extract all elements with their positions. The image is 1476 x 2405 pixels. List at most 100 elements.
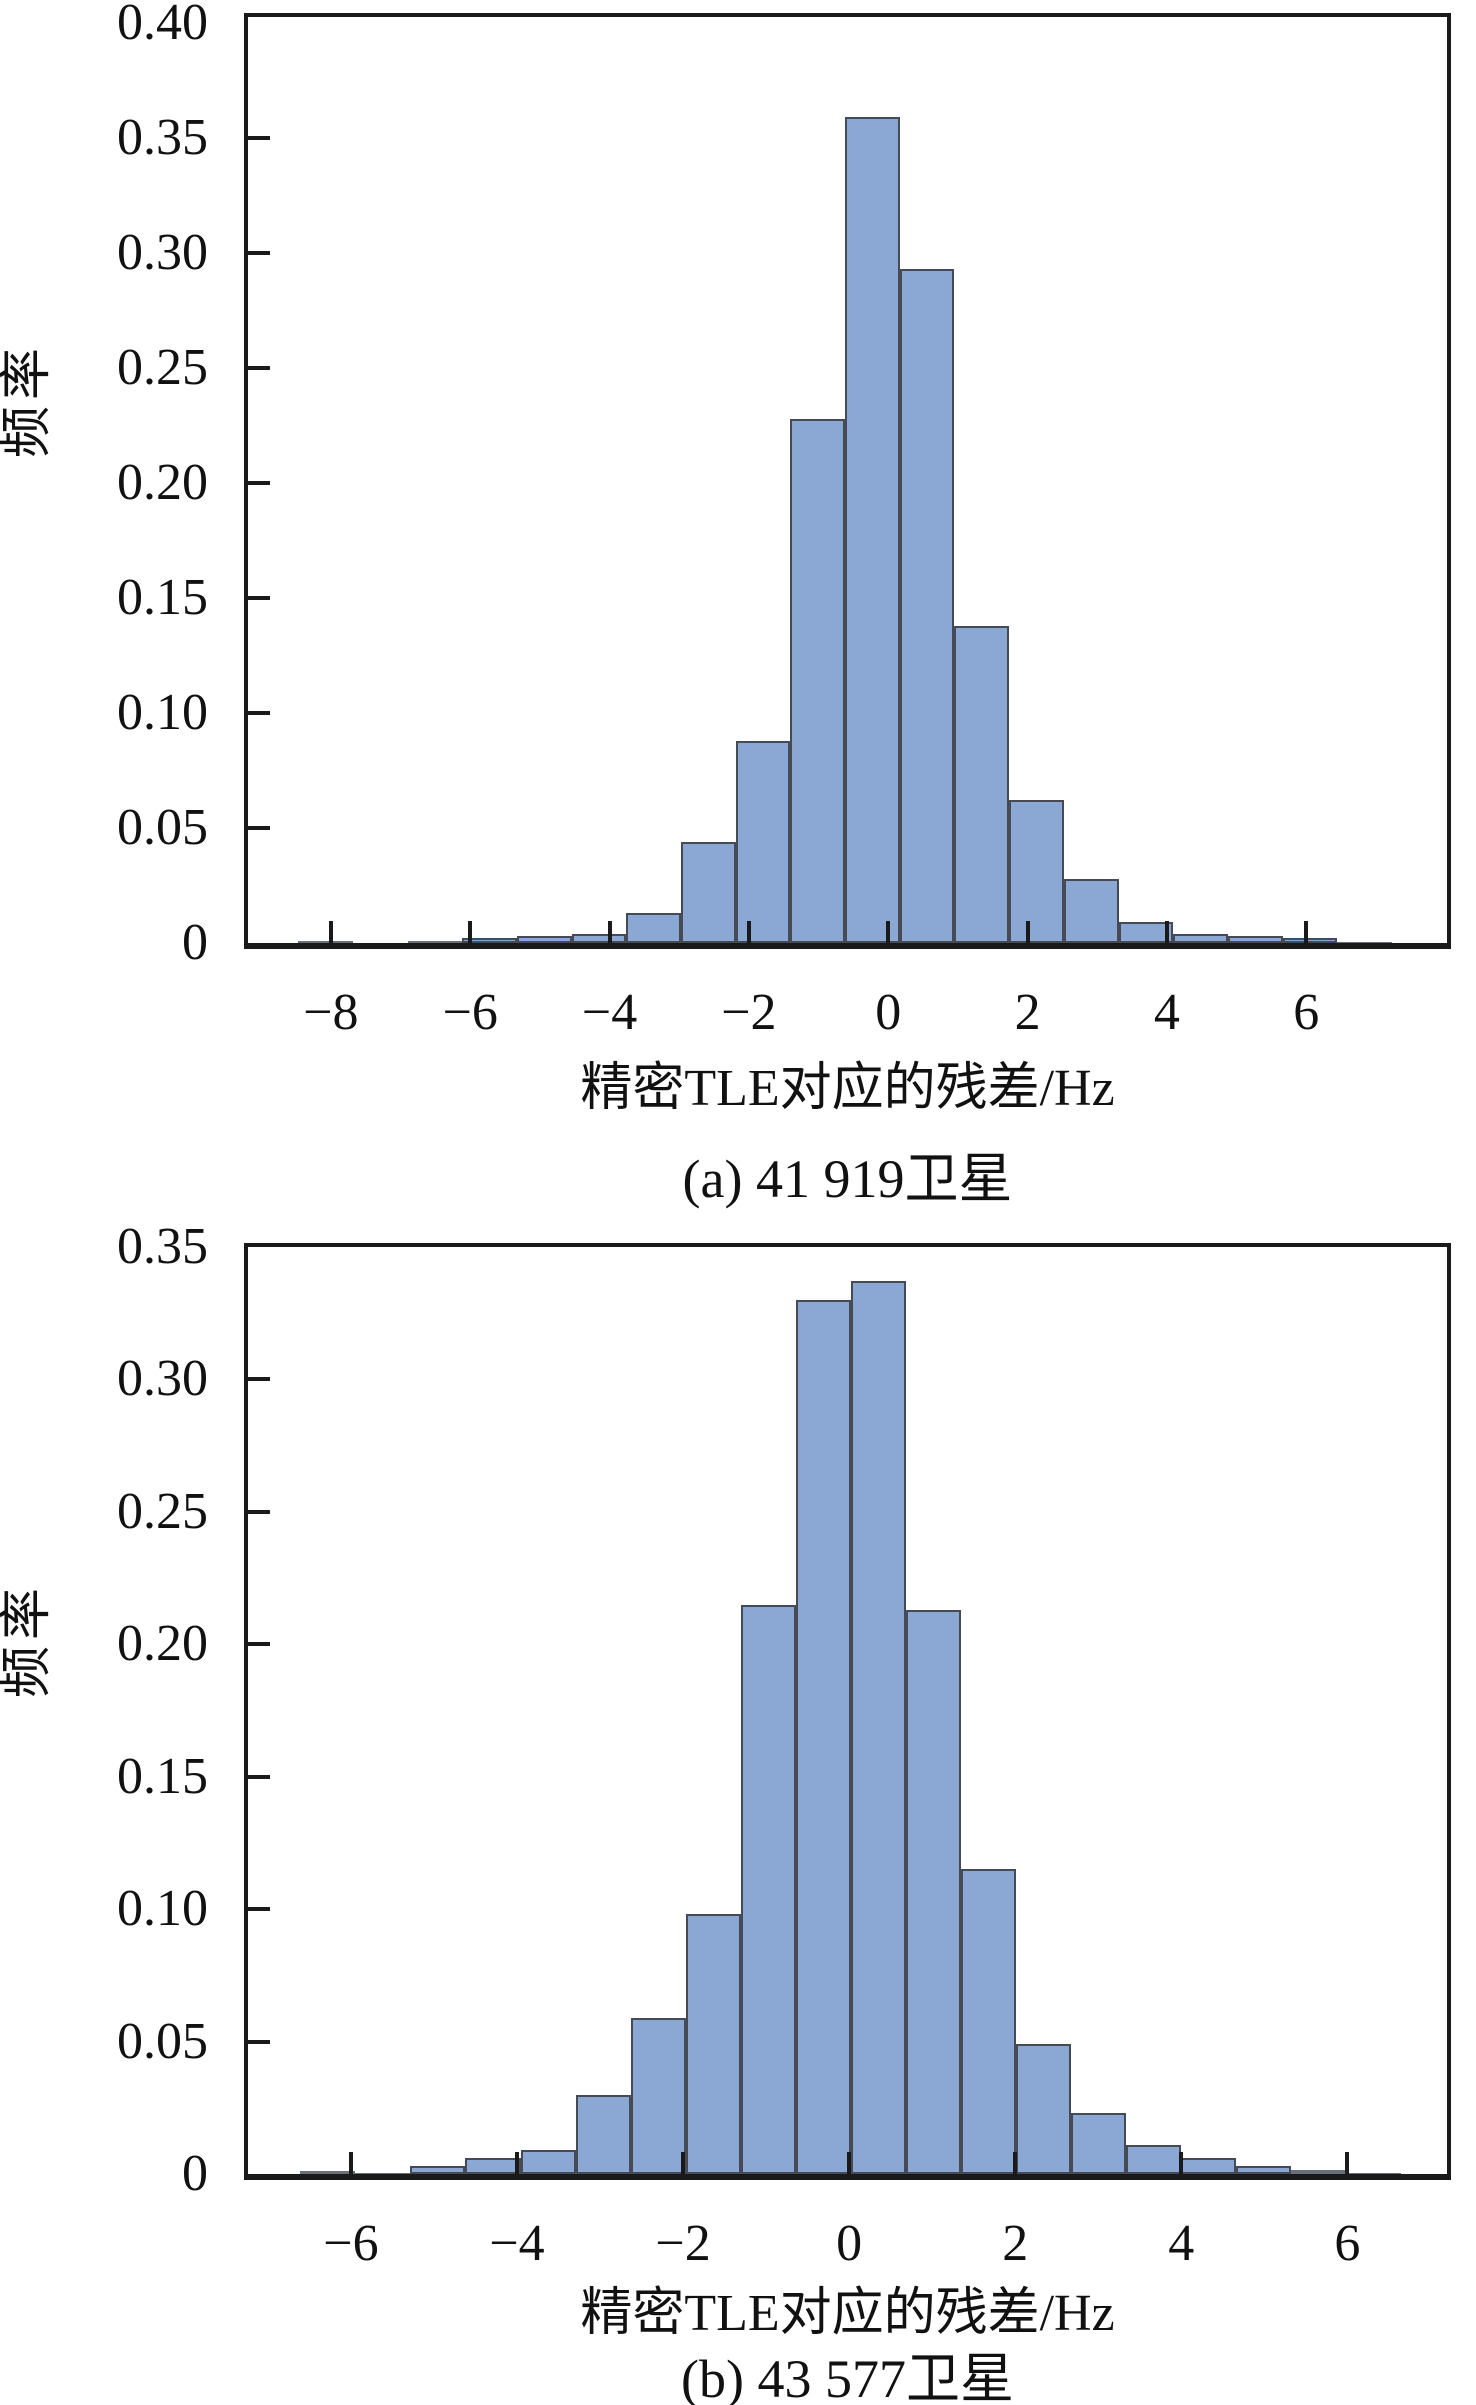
x-tick-label: −2: [655, 2215, 711, 2272]
y-tick-label: 0.20: [117, 1615, 208, 1673]
y-tick: [248, 1907, 270, 1912]
x-tick: [1164, 921, 1169, 943]
y-tick: [248, 2039, 270, 2044]
histogram-bar: [680, 841, 736, 943]
y-tick-label: 0.15: [117, 1747, 208, 1805]
histogram-bar: [407, 940, 463, 943]
x-axis-label-b: 精密TLE对应的残差/Hz: [580, 2285, 1115, 2342]
histogram-bar: [465, 2158, 521, 2174]
histogram-bar: [899, 269, 955, 943]
y-tick: [248, 135, 270, 140]
histogram-bar: [571, 933, 627, 943]
x-tick-label: 0: [836, 2215, 863, 2272]
y-tick: [248, 825, 270, 830]
y-tick-label: 0.35: [117, 108, 208, 166]
histogram-bar: [1118, 922, 1174, 943]
histogram-bar: [850, 1281, 906, 2174]
histogram-bar: [1173, 933, 1228, 943]
histogram-bar: [410, 2166, 466, 2174]
y-tick-label: 0.10: [117, 683, 208, 741]
x-tick-label: 2: [1002, 2215, 1029, 2272]
x-tick-label: 6: [1334, 2215, 1361, 2272]
y-tick: [248, 1509, 270, 1514]
x-tick-label: −8: [303, 984, 359, 1041]
x-tick: [515, 2152, 520, 2174]
y-tick-label: 0: [182, 2145, 208, 2202]
y-tick-label: 0.05: [117, 2012, 208, 2070]
histogram-bar: [1181, 2158, 1237, 2174]
histogram-bar: [1071, 2113, 1127, 2174]
histogram-bar: [960, 1869, 1016, 2174]
histogram-bar: [516, 936, 572, 943]
x-tick-label: −4: [489, 2215, 545, 2272]
x-tick: [1013, 2152, 1018, 2174]
histogram-bar: [1337, 941, 1392, 943]
x-tick-label: 4: [1168, 2215, 1195, 2272]
histogram-bar: [1227, 936, 1283, 943]
histogram-bar: [520, 2150, 576, 2174]
y-tick-label: 0.25: [117, 1482, 208, 1540]
histogram-bar: [685, 1914, 741, 2174]
histogram-bar: [1236, 2166, 1292, 2174]
x-tick: [328, 921, 333, 943]
histogram-bar: [1282, 938, 1338, 943]
histogram-bar: [845, 117, 900, 943]
x-tick: [886, 921, 891, 943]
x-tick-label: −2: [721, 984, 777, 1041]
x-axis-label-a: 精密TLE对应的残差/Hz: [580, 1060, 1115, 1117]
y-tick: [248, 1642, 270, 1647]
x-tick-label: −4: [581, 984, 638, 1041]
histogram-bar: [1126, 2144, 1182, 2174]
y-tick: [248, 710, 270, 715]
y-tick: [248, 250, 270, 255]
y-tick-label: 0.30: [117, 1350, 208, 1408]
histogram-bar: [355, 2172, 411, 2174]
y-tick-label: 0.05: [117, 798, 208, 856]
histogram-bar: [905, 1609, 961, 2174]
x-tick: [746, 921, 751, 943]
x-tick-label: 2: [1014, 984, 1041, 1041]
histogram-bar: [795, 1299, 851, 2174]
histogram-bar: [740, 1604, 796, 2174]
y-tick: [248, 1774, 270, 1779]
y-tick-label: 0.10: [117, 1880, 208, 1938]
caption-a: (a) 41 919卫星: [682, 1149, 1013, 1209]
y-tick: [248, 1377, 270, 1382]
x-tick-label: 4: [1153, 984, 1180, 1041]
y-tick-label: 0.30: [117, 223, 208, 281]
histogram-bar: [626, 913, 681, 943]
x-tick: [607, 921, 612, 943]
x-tick-label: 6: [1293, 984, 1320, 1041]
x-tick: [1025, 921, 1030, 943]
histogram-bar: [1009, 800, 1064, 943]
y-tick-label: 0: [182, 914, 208, 971]
plot-area-b: [244, 1243, 1451, 2180]
histogram-bar: [300, 2171, 356, 2174]
y-tick-label: 0.40: [117, 0, 208, 51]
y-tick: [248, 480, 270, 485]
x-tick: [468, 921, 473, 943]
y-tick-label: 0.35: [117, 1218, 208, 1275]
y-tick: [248, 595, 270, 600]
histogram-bar: [298, 940, 353, 943]
histogram-bar: [735, 740, 791, 943]
plot-area-a: [244, 13, 1451, 949]
x-tick: [1179, 2152, 1184, 2174]
y-tick: [248, 365, 270, 370]
histogram-bar: [575, 2094, 631, 2174]
histogram-bar: [462, 938, 517, 943]
x-tick: [1304, 921, 1309, 943]
histogram-bar: [954, 625, 1010, 943]
x-tick-label: −6: [323, 2215, 379, 2272]
x-tick: [681, 2152, 686, 2174]
x-tick-label: −6: [442, 984, 498, 1041]
histogram-bar: [1015, 2044, 1072, 2174]
y-tick-label: 0.15: [117, 568, 208, 626]
y-tick-label: 0.20: [117, 453, 208, 511]
histogram-bar: [1346, 2172, 1402, 2174]
y-tick-label: 0.25: [117, 338, 208, 396]
caption-b: (b) 43 577卫星: [681, 2349, 1014, 2405]
histogram-bar: [790, 418, 846, 943]
histogram-bar: [1291, 2170, 1347, 2174]
